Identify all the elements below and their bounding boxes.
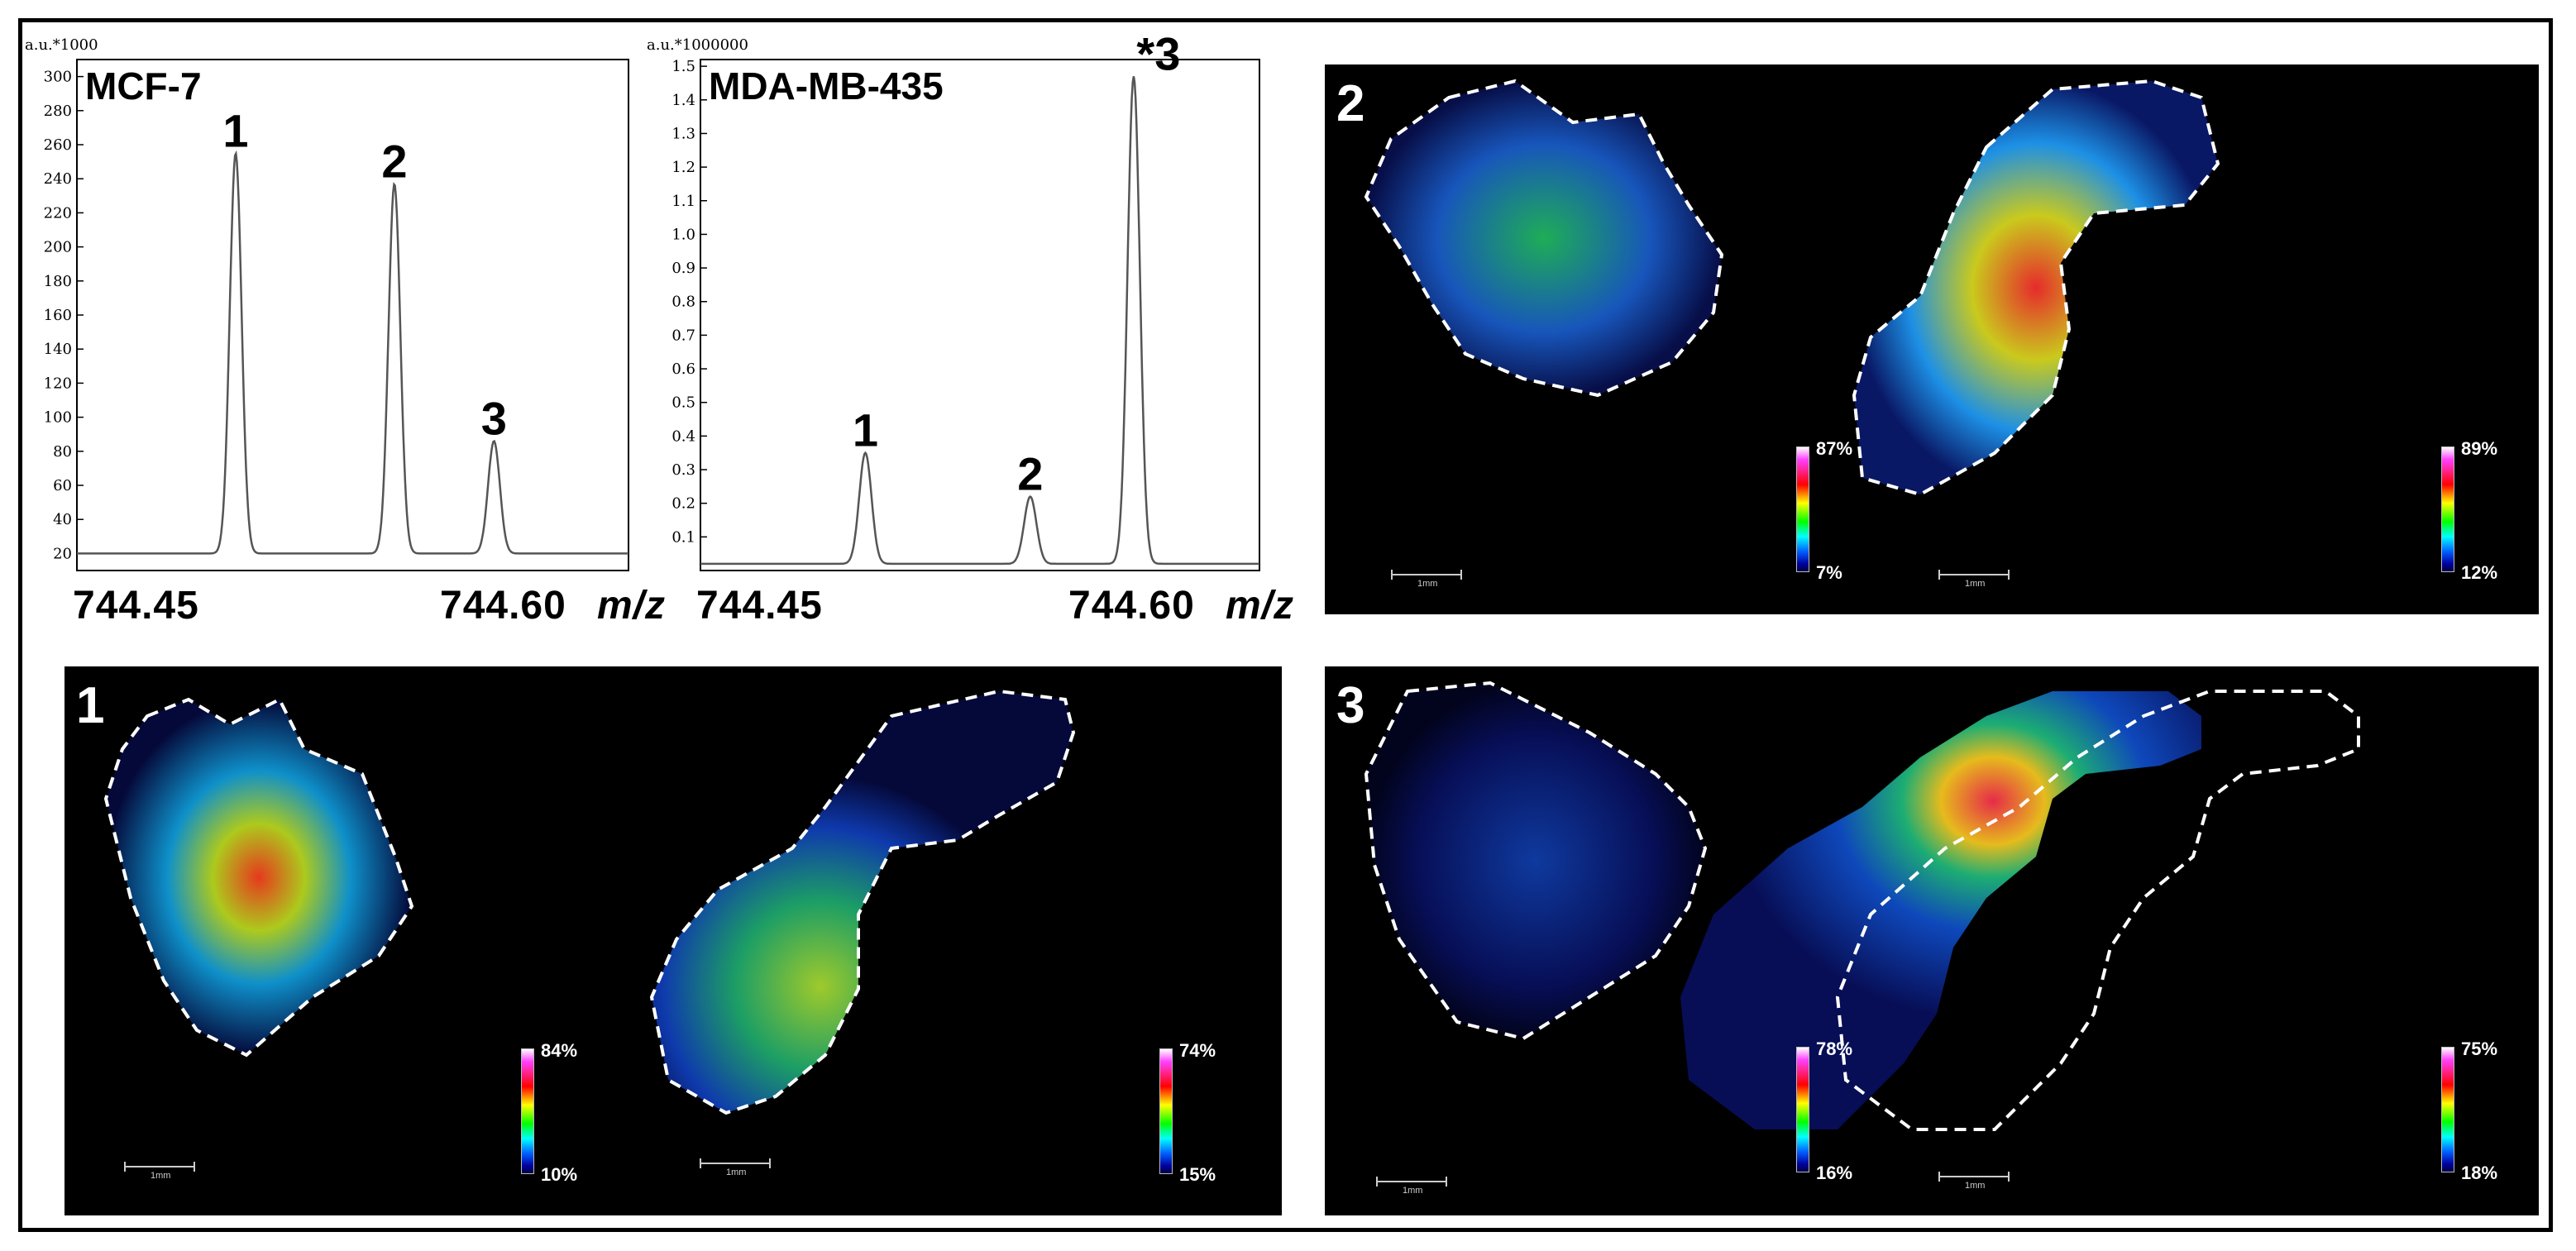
x-tick-label: 744.45 [73, 584, 199, 628]
y-tick-label: 1.4 [671, 92, 695, 109]
colorbar-max: 75% [2461, 1039, 2498, 1059]
y-tick-label: 100 [44, 409, 72, 427]
y-tick-label: 160 [44, 307, 72, 324]
colorbar-max: 74% [1179, 1040, 1216, 1061]
colorbar-max: 89% [2461, 438, 2498, 459]
colorbar-min: 10% [541, 1164, 578, 1185]
scale-bar-label: 1mm [1417, 579, 1438, 589]
y-tick-label: 220 [44, 204, 72, 222]
peak-label: 2 [1017, 448, 1043, 500]
colorbar [1796, 446, 1809, 572]
y-tick-label: 0.4 [671, 427, 695, 445]
colorbar [2441, 1047, 2454, 1172]
y-tick-label: 80 [53, 443, 72, 461]
scale-bar [1391, 570, 1462, 580]
colorbar [1796, 1047, 1809, 1172]
y-tick-label: 1.5 [671, 58, 695, 75]
colorbar-min: 7% [1816, 562, 1842, 583]
tissue-images [1364, 680, 2360, 1131]
colorbar-min: 12% [2461, 562, 2498, 583]
y-tick-label: 0.8 [671, 294, 695, 311]
y-tick-label: 1.3 [671, 125, 695, 142]
y-tick-label: 260 [44, 136, 72, 154]
scale-bar [1938, 1172, 2010, 1182]
spectrum-title: MCF-7 [85, 64, 202, 107]
imaging-panel-3: 3 78% 16% 75% 18% 1mm 1mm [1325, 666, 2539, 1215]
scale-bar [1938, 570, 2010, 580]
panel-number: 1 [76, 677, 105, 734]
colorbar-min: 15% [1179, 1164, 1216, 1185]
spectrum-title: MDA-MB-435 [709, 64, 944, 107]
y-tick-label: 120 [44, 375, 72, 392]
colorbar-max: 87% [1816, 438, 1853, 459]
scale-bar [124, 1162, 195, 1172]
y-tick-label: 0.1 [671, 528, 695, 546]
y-tick-label: 1.1 [671, 193, 695, 210]
colorbar [2441, 446, 2454, 572]
y-tick-label: 40 [53, 511, 72, 528]
y-tick-label: 300 [44, 69, 72, 86]
peak-label: 1 [222, 104, 248, 156]
y-tick-label: 240 [44, 170, 72, 188]
scale-bar-label: 1mm [1965, 579, 1986, 589]
panel-number: 3 [1336, 677, 1365, 734]
colorbar [1159, 1048, 1173, 1174]
colorbar-max: 78% [1816, 1039, 1853, 1059]
y-tick-label: 140 [44, 341, 72, 358]
scale-bar [700, 1158, 771, 1168]
colorbar-max: 84% [541, 1040, 578, 1061]
y-unit-label: a.u.*1000000 [647, 36, 748, 54]
y-tick-label: 0.9 [671, 260, 695, 277]
scale-bar [1376, 1177, 1447, 1187]
y-tick-label: 20 [53, 545, 72, 562]
y-tick-label: 0.6 [671, 360, 695, 378]
y-tick-label: 60 [53, 477, 72, 494]
y-tick-label: 0.3 [671, 461, 695, 479]
colorbar-min: 16% [1816, 1163, 1853, 1183]
spectrum-mdamb435-plot: 0.1 0.2 0.3 0.4 0.5 0.6 0.7 0.8 0.9 1.0 1.1 1.2 1.3 1… [671, 27, 1260, 571]
x-axis-label: m/z [597, 584, 667, 628]
colorbar-min: 18% [2461, 1163, 2498, 1183]
x-tick-label: 744.60 [440, 584, 566, 628]
x-tick-label: 744.45 [696, 584, 823, 628]
y-tick-label: 1.2 [671, 159, 695, 176]
y-tick-label: 0.2 [671, 495, 695, 513]
spectrum-mcf7-plot: 20 40 60 80 100 120 140 160 180 200 220 240 260 280 30… [44, 59, 629, 571]
imaging-panel-1: 1 84% 10% 74% 15% 1mm 1mm [65, 666, 1282, 1215]
y-unit-label: a.u.*1000 [25, 36, 98, 54]
y-tick-label: 200 [44, 239, 72, 256]
x-axis-label: m/z [1226, 584, 1295, 628]
spectrum-trace [700, 76, 1259, 566]
y-tick-label: 0.5 [671, 394, 695, 412]
plot-frame [700, 59, 1260, 571]
y-tick-label: 280 [44, 103, 72, 120]
scale-bar-label: 1mm [1965, 1181, 1986, 1191]
scale-bar-label: 1mm [151, 1171, 171, 1181]
y-tick-label: 1.0 [671, 226, 695, 243]
spectrum-trace [77, 150, 628, 555]
peak-label: *3 [1136, 27, 1180, 79]
peak-label: 2 [381, 135, 407, 187]
imaging-panel-2: 2 87% 7% 89% 12% 1mm 1mm [1325, 64, 2539, 614]
scale-bar-label: 1mm [726, 1167, 747, 1177]
peak-label: 3 [481, 392, 507, 444]
tissue-images [1364, 79, 2220, 497]
x-tick-label: 744.60 [1068, 584, 1195, 628]
y-tick-label: 180 [44, 273, 72, 290]
tissue-images [103, 689, 1076, 1115]
y-tick-label: 0.7 [671, 327, 695, 344]
panel-number: 2 [1336, 75, 1365, 132]
peak-label: 1 [853, 404, 878, 456]
colorbar [521, 1048, 534, 1174]
scale-bar-label: 1mm [1403, 1186, 1423, 1196]
